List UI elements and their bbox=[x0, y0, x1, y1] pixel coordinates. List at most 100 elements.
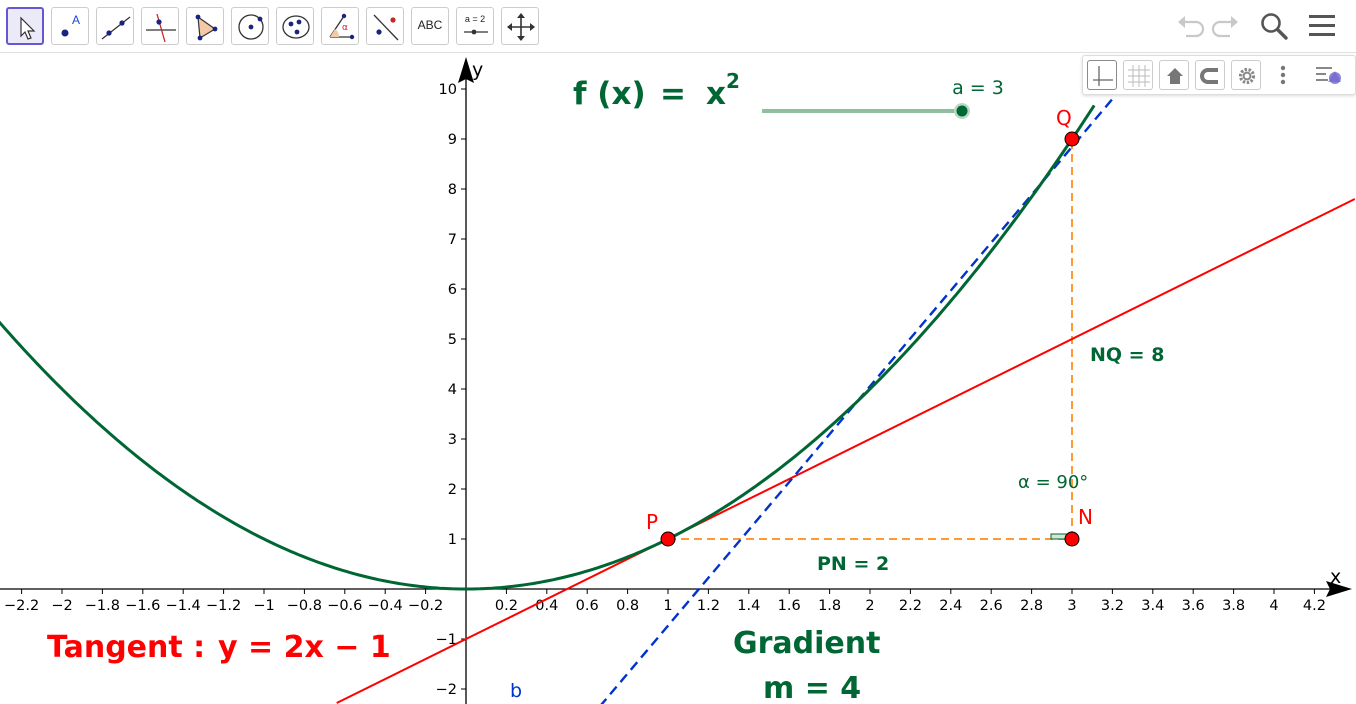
point-tool[interactable]: A bbox=[51, 7, 89, 45]
x-tick-label: 0.4 bbox=[535, 598, 558, 614]
point-p bbox=[660, 531, 676, 547]
more-options-button[interactable] bbox=[1271, 60, 1295, 90]
perpendicular-line-icon bbox=[146, 13, 176, 43]
point-p-label: P bbox=[646, 510, 658, 534]
slider-label: a = 3 bbox=[952, 77, 1004, 99]
ellipse-tool[interactable] bbox=[276, 7, 314, 45]
x-axis-arrow bbox=[1326, 581, 1352, 597]
grid-toggle-button[interactable] bbox=[1123, 60, 1153, 90]
y-axis-label: y bbox=[472, 59, 483, 81]
x-tick-label: 1.4 bbox=[737, 598, 760, 614]
tangent-line bbox=[336, 198, 1356, 704]
grid-toggle-icon bbox=[1128, 65, 1150, 87]
search-icon[interactable] bbox=[1258, 10, 1290, 42]
y-tick-label: −2 bbox=[436, 682, 457, 698]
point-icon bbox=[61, 29, 69, 37]
slider-tool[interactable]: a = 2 bbox=[456, 7, 494, 45]
x-tick-label: 3.8 bbox=[1222, 598, 1245, 614]
x-tick-label: 1 bbox=[663, 598, 672, 614]
y-tick-label: 6 bbox=[448, 282, 457, 298]
more-options-icon bbox=[1280, 65, 1286, 85]
x-tick-label: −1.4 bbox=[166, 598, 201, 614]
x-tick-label: 4.2 bbox=[1303, 598, 1326, 614]
x-tick-label: −1.6 bbox=[125, 598, 160, 614]
axes-toggle-button[interactable] bbox=[1087, 60, 1117, 90]
reflect-tool[interactable] bbox=[366, 7, 404, 45]
line-through-points-icon bbox=[101, 16, 131, 40]
point-q bbox=[1064, 131, 1080, 147]
axes-toggle-icon bbox=[1093, 66, 1113, 86]
function-label-base: x bbox=[706, 76, 726, 112]
text-tool[interactable]: ABC bbox=[411, 7, 449, 45]
y-tick-label: 7 bbox=[448, 232, 457, 248]
x-tick-label: 2 bbox=[865, 598, 874, 614]
perpendicular-line-tool[interactable] bbox=[141, 7, 179, 45]
circle-center-point-tool[interactable] bbox=[231, 7, 269, 45]
function-label-exponent: 2 bbox=[726, 69, 740, 93]
angle-tool[interactable]: α bbox=[321, 7, 359, 45]
slider-icon bbox=[464, 29, 488, 35]
x-axis-label: x bbox=[1330, 566, 1341, 588]
slider-knob bbox=[956, 105, 968, 117]
x-tick-label: 0.6 bbox=[576, 598, 599, 614]
x-tick-label: −1.8 bbox=[85, 598, 120, 614]
settings-gear-icon bbox=[1238, 67, 1256, 85]
gradient-value: m = 4 bbox=[763, 671, 861, 704]
x-tick-label: 3.4 bbox=[1141, 598, 1164, 614]
y-axis-arrow bbox=[458, 57, 474, 83]
function-label-equals: = bbox=[660, 76, 686, 112]
toolbar: A bbox=[0, 0, 1356, 53]
secant-line-b bbox=[600, 98, 1114, 704]
x-tick-label: 0.8 bbox=[616, 598, 639, 614]
move-tool[interactable] bbox=[6, 7, 44, 45]
x-tick-label: 3.2 bbox=[1101, 598, 1124, 614]
polygon-icon bbox=[195, 14, 218, 41]
x-tick-label: 2.6 bbox=[980, 598, 1003, 614]
x-tick-label: −0.2 bbox=[408, 598, 443, 614]
graphics-style-bar bbox=[1082, 55, 1356, 95]
y-tick-label: 8 bbox=[448, 182, 457, 198]
y-tick-label: 1 bbox=[448, 532, 457, 548]
toggle-style-bar-icon bbox=[1316, 67, 1341, 84]
move-arrows-icon bbox=[507, 13, 535, 41]
toggle-style-bar-button[interactable] bbox=[1313, 60, 1349, 90]
y-tick-label: 5 bbox=[448, 332, 457, 348]
x-tick-label: 3 bbox=[1067, 598, 1076, 614]
plotted-objects bbox=[0, 98, 1356, 704]
redo-icon[interactable] bbox=[1210, 10, 1242, 42]
x-tick-label: −0.6 bbox=[327, 598, 362, 614]
settings-button[interactable] bbox=[1231, 60, 1261, 90]
function-graph-f bbox=[0, 104, 1096, 591]
y-tick-label: 4 bbox=[448, 382, 457, 398]
x-tick-label: −1.2 bbox=[206, 598, 241, 614]
x-tick-label: −1 bbox=[253, 598, 274, 614]
text-icon: ABC bbox=[417, 18, 443, 32]
x-tick-label: 0.2 bbox=[495, 598, 518, 614]
standard-view-button[interactable] bbox=[1159, 60, 1189, 90]
point-n bbox=[1064, 531, 1080, 547]
reflect-about-line-icon bbox=[373, 14, 399, 41]
menu-icon[interactable] bbox=[1306, 10, 1338, 42]
point-capturing-button[interactable] bbox=[1195, 60, 1225, 90]
object-labels: a = 3f (x) = x 2NQ = 8PN = 2α = 90°bTangent… bbox=[47, 69, 1164, 704]
x-tick-label: 3.6 bbox=[1182, 598, 1205, 614]
secant-line-label: b bbox=[510, 680, 522, 702]
y-tick-label: 10 bbox=[439, 82, 457, 98]
pn-length-label: PN = 2 bbox=[817, 553, 889, 575]
polygon-tool[interactable] bbox=[186, 7, 224, 45]
undo-icon[interactable] bbox=[1174, 10, 1206, 42]
point-n-label: N bbox=[1078, 505, 1093, 529]
x-tick-label: 1.6 bbox=[778, 598, 801, 614]
slider-tool-label: a = 2 bbox=[464, 14, 486, 24]
point-q-label: Q bbox=[1056, 106, 1072, 130]
line-tool[interactable] bbox=[96, 7, 134, 45]
x-tick-label: 1.8 bbox=[818, 598, 841, 614]
x-tick-label: −2 bbox=[51, 598, 72, 614]
nq-length-label: NQ = 8 bbox=[1090, 344, 1164, 366]
home-icon bbox=[1167, 68, 1183, 84]
y-tick-label: 3 bbox=[448, 432, 457, 448]
angle-tool-label: α bbox=[342, 23, 348, 33]
move-graphics-view-tool[interactable] bbox=[501, 7, 539, 45]
x-tick-label: −2.2 bbox=[4, 598, 39, 614]
